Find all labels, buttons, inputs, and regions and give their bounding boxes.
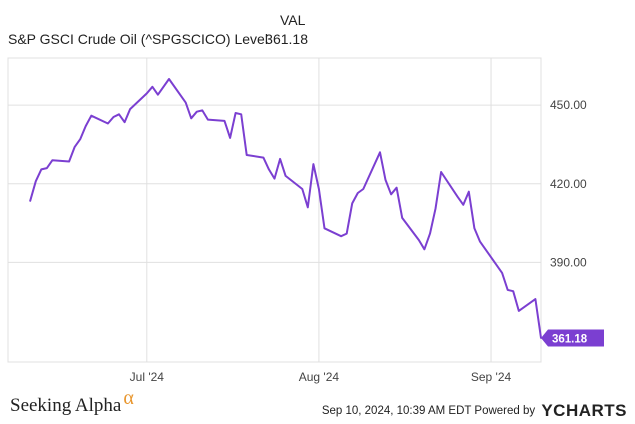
y-gridlines (8, 104, 541, 263)
alpha-symbol-icon: α (123, 387, 134, 409)
brand-name: Seeking Alpha (10, 395, 122, 416)
x-tick-labels: Jul '24 Aug '24 Sep '24 (130, 370, 512, 384)
legend-series-value: 361.18 (265, 31, 308, 47)
legend-series-name: S&P GSCI Crude Oil (^SPGSCICO) Level (8, 31, 268, 47)
y-tick-label: 390.00 (550, 255, 587, 269)
x-gridlines (146, 58, 492, 362)
y-tick-label: 420.00 (550, 177, 587, 191)
last-value-badge-shape (541, 329, 604, 347)
seeking-alpha-logo[interactable]: Seeking Alpha α (10, 387, 134, 417)
series-line (29, 78, 542, 339)
x-tick-label: Aug '24 (299, 370, 340, 384)
x-tick-label: Sep '24 (471, 370, 512, 384)
timestamp-text: Sep 10, 2024, 10:39 AM EDT Powered by (321, 405, 536, 417)
y-tick-label: 450.00 (550, 98, 587, 112)
plot-frame (7, 57, 542, 363)
x-tick-label: Jul '24 (130, 370, 165, 384)
last-value-badge: 361.18 (541, 329, 604, 347)
legend-column-header: VAL (280, 12, 306, 28)
ycharts-logo[interactable]: YCHARTS (541, 401, 627, 420)
y-tick-labels: 390.00 420.00 450.00 (550, 98, 587, 269)
attribution: Sep 10, 2024, 10:39 AM EDT Powered by YC… (322, 401, 627, 421)
last-value-badge-text: 361.18 (552, 333, 588, 345)
